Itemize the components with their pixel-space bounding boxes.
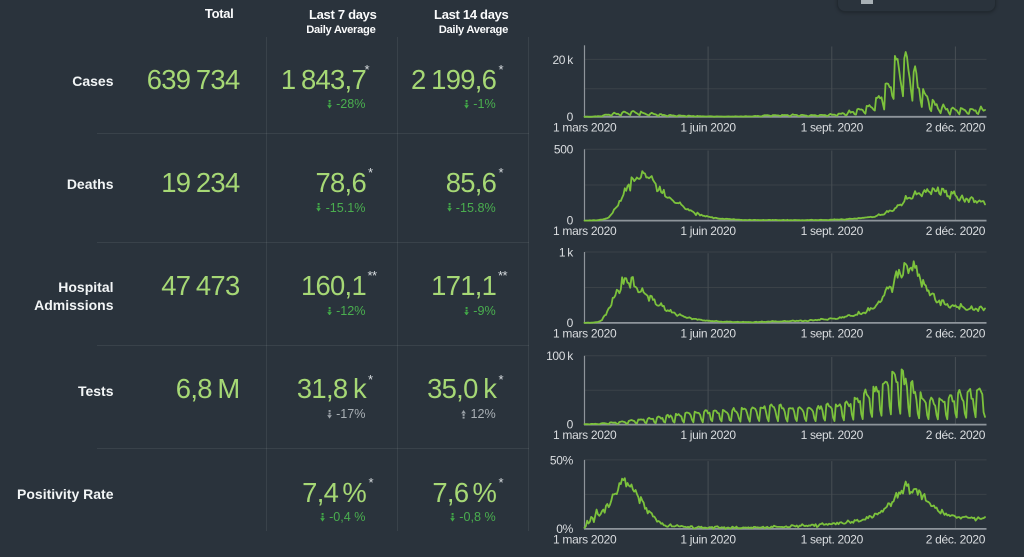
svg-text:2 déc. 2020: 2 déc. 2020	[926, 120, 986, 134]
svg-text:1 juin 2020: 1 juin 2020	[680, 224, 736, 238]
svg-text:1 sept. 2020: 1 sept. 2020	[801, 428, 864, 442]
svg-text:0: 0	[567, 316, 574, 330]
svg-text:1 sept. 2020: 1 sept. 2020	[801, 532, 864, 546]
svg-text:50%: 50%	[550, 453, 574, 467]
svg-text:1 k: 1 k	[559, 245, 574, 259]
svg-text:2 déc. 2020: 2 déc. 2020	[926, 428, 986, 442]
svg-text:500: 500	[554, 143, 574, 157]
svg-text:0%: 0%	[556, 522, 573, 536]
svg-text:1 sept. 2020: 1 sept. 2020	[801, 224, 864, 238]
svg-text:20 k: 20 k	[552, 53, 574, 67]
svg-text:1 sept. 2020: 1 sept. 2020	[801, 120, 864, 134]
svg-text:2 déc. 2020: 2 déc. 2020	[926, 326, 986, 340]
svg-text:2 déc. 2020: 2 déc. 2020	[926, 532, 986, 546]
svg-text:100 k: 100 k	[546, 349, 574, 363]
svg-text:1 mars 2020: 1 mars 2020	[553, 532, 617, 546]
svg-text:0: 0	[567, 214, 574, 228]
svg-text:1 juin 2020: 1 juin 2020	[680, 120, 736, 134]
svg-text:1 mars 2020: 1 mars 2020	[553, 120, 617, 134]
svg-text:0: 0	[567, 110, 574, 124]
svg-text:0: 0	[567, 418, 574, 432]
svg-text:1 mars 2020: 1 mars 2020	[553, 326, 617, 340]
svg-text:1 juin 2020: 1 juin 2020	[680, 428, 736, 442]
svg-text:1 juin 2020: 1 juin 2020	[680, 326, 736, 340]
svg-text:1 sept. 2020: 1 sept. 2020	[801, 326, 864, 340]
svg-text:1 juin 2020: 1 juin 2020	[680, 532, 736, 546]
svg-text:1 mars 2020: 1 mars 2020	[553, 428, 617, 442]
svg-text:1 mars 2020: 1 mars 2020	[553, 224, 617, 238]
svg-text:2 déc. 2020: 2 déc. 2020	[926, 224, 986, 238]
